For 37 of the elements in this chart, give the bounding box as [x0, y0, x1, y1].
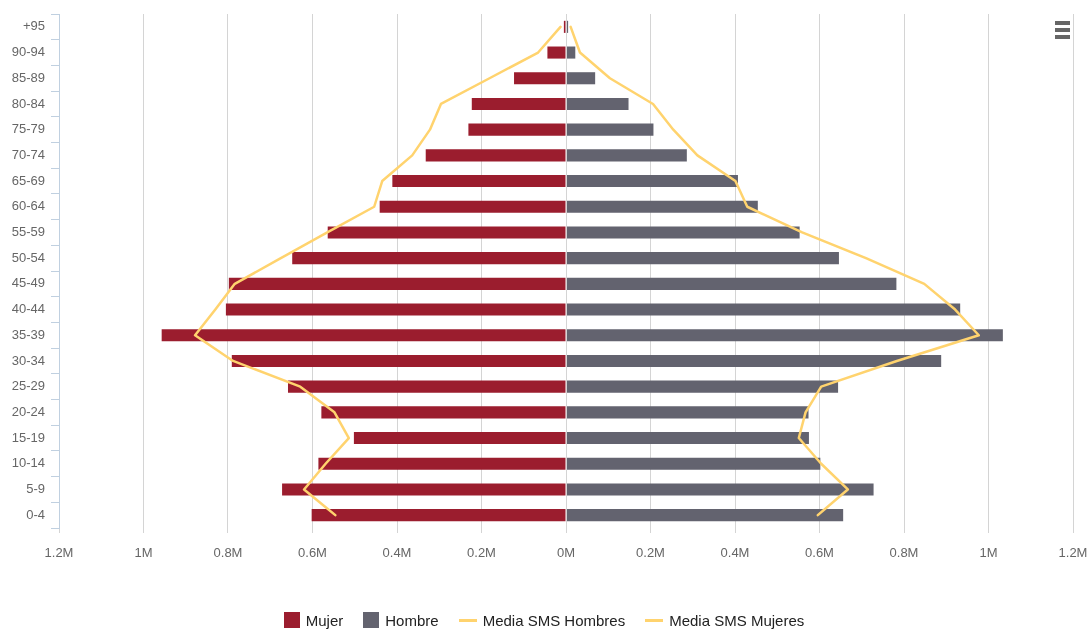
x-tick-label: 0.6M	[298, 545, 327, 561]
x-tick-label: 0M	[556, 545, 576, 561]
legend-label: Mujer	[305, 611, 344, 629]
y-tick-label: 15-19	[11, 429, 45, 445]
y-tick-label: 70-74	[11, 146, 45, 162]
y-tick-label: 20-24	[11, 403, 45, 419]
y-tick-label: 75-79	[11, 121, 45, 137]
x-tick-label: 0.6M	[805, 545, 834, 561]
y-tick-label: 40-44	[11, 301, 45, 317]
x-tick-label: 1.2M	[44, 545, 74, 561]
y-tick-label: 35-39	[11, 326, 45, 342]
y-tick-label: 5-9	[26, 481, 45, 497]
y-tick-label: 60-64	[11, 198, 45, 214]
x-tick-label: 0.4M	[382, 545, 412, 561]
y-tick-label: 85-89	[11, 69, 45, 85]
x-tick-label: 1M	[979, 545, 998, 561]
x-tick-label: 0.8M	[213, 545, 243, 561]
legend-label: Media SMS Mujeres	[669, 611, 805, 629]
legend-label: Media SMS Hombres	[482, 611, 626, 629]
y-tick-label: 65-69	[11, 172, 45, 188]
y-tick-label: 0-4	[26, 506, 45, 522]
x-tick-label: 1.2M	[1058, 545, 1088, 561]
y-tick-label: 25-29	[11, 378, 45, 394]
y-tick-label: 45-49	[11, 275, 45, 291]
x-tick-label: 0.8M	[889, 545, 919, 561]
y-tick-label: 30-34	[11, 352, 45, 368]
y-tick-label: 90-94	[11, 44, 45, 60]
y-tick-label: +95	[22, 18, 45, 34]
y-tick-label: 80-84	[11, 95, 45, 111]
y-tick-label: 50-54	[11, 249, 45, 265]
y-tick-label: 55-59	[11, 224, 45, 240]
x-tick-label: 1M	[134, 545, 153, 561]
x-tick-label: 0.2M	[467, 545, 496, 561]
x-tick-label: 0.2M	[636, 545, 665, 561]
y-tick-label: 10-14	[11, 455, 45, 471]
x-tick-label: 0.4M	[720, 545, 750, 561]
legend-label: Hombre	[385, 611, 439, 629]
